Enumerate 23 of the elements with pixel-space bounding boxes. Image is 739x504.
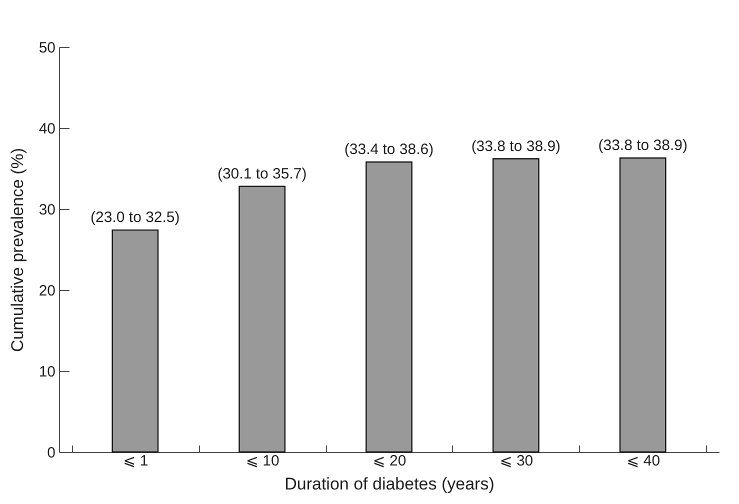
y-tick-label: 0 [47, 444, 56, 462]
x-tick-label: ⩽ 1 [123, 452, 148, 470]
y-tick-label: 30 [38, 202, 56, 218]
bar [112, 229, 159, 453]
x-tick-label: ⩽ 10 [246, 452, 280, 470]
x-tick-label: ⩽ 40 [626, 452, 660, 470]
x-axis-title: Duration of diabetes (years) [284, 474, 494, 494]
data-label: (33.8 to 38.9) [598, 136, 688, 154]
data-label: (33.8 to 38.9) [471, 138, 561, 155]
bar [238, 186, 286, 453]
x-tick-label: ⩽ 30 [500, 452, 534, 470]
y-axis-title: Cumulative prevalence (%) [8, 148, 27, 352]
data-label: (33.4 to 38.6) [344, 141, 434, 158]
y-tick-label: 50 [38, 40, 56, 56]
x-tick-label: ⩽ 20 [372, 452, 406, 470]
y-tick-label: 10 [38, 364, 56, 380]
bar [366, 161, 412, 453]
data-label: (23.0 to 32.5) [90, 209, 180, 226]
bar [619, 157, 666, 453]
bar [492, 158, 540, 453]
y-tick-label: 20 [38, 282, 56, 300]
data-label: (30.1 to 35.7) [217, 165, 307, 182]
y-tick-label: 40 [38, 120, 56, 138]
